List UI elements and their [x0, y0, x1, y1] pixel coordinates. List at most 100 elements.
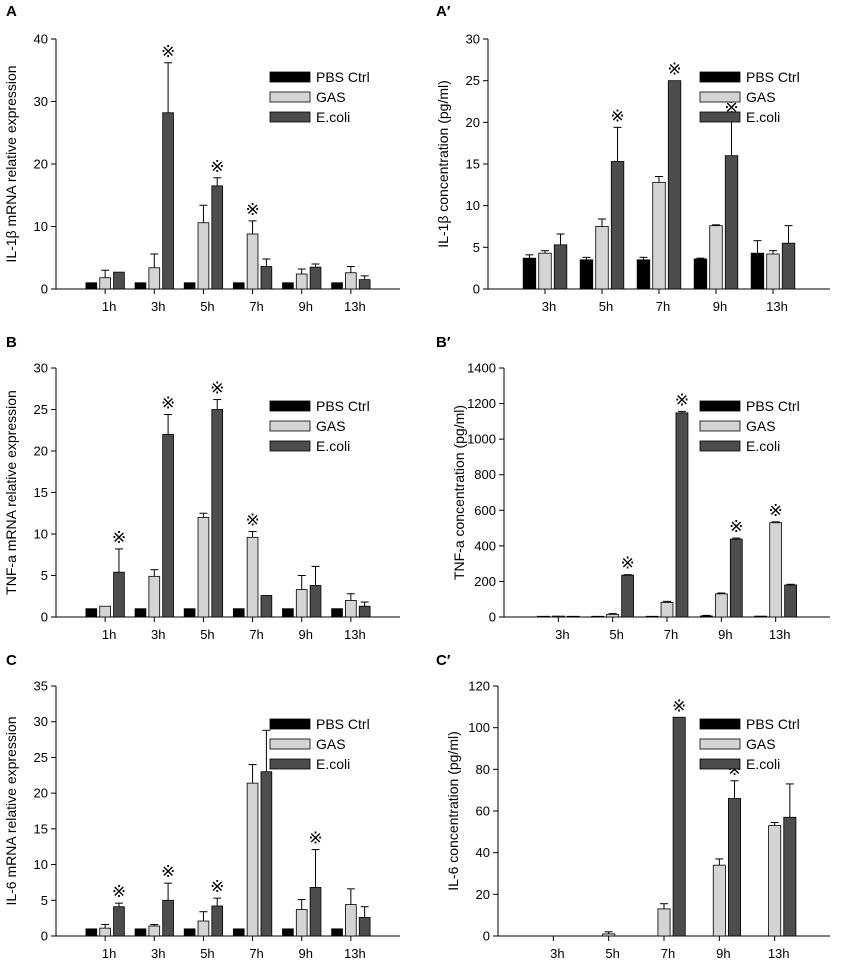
- bar: [211, 185, 224, 290]
- legend-label: E.coli: [316, 109, 350, 125]
- bar: [358, 605, 371, 618]
- x-tick-label: 7h: [249, 946, 263, 961]
- y-tick-label: 0: [41, 929, 48, 944]
- legend-label: PBS Ctrl: [316, 716, 370, 732]
- bar: [606, 613, 620, 618]
- bar: [610, 161, 625, 290]
- legend-label: E.coli: [746, 109, 780, 125]
- bar: [134, 282, 147, 290]
- y-tick-label: 0: [483, 929, 490, 944]
- significance-marker: ※: [161, 393, 175, 412]
- bar: [85, 928, 98, 937]
- bar: [724, 155, 739, 290]
- bar: [183, 928, 196, 937]
- bar: [232, 928, 245, 937]
- panel-label: C: [6, 652, 17, 669]
- y-axis-title: TNF-a mRNA relative expression: [3, 390, 19, 595]
- significance-marker: ※: [210, 877, 224, 896]
- y-tick-label: 60: [476, 804, 490, 819]
- bar: [197, 222, 210, 290]
- significance-marker: ※: [210, 157, 224, 176]
- bar: [99, 605, 111, 618]
- bar: [197, 517, 210, 618]
- significance-marker: ※: [675, 390, 689, 409]
- bar: [636, 259, 651, 290]
- bar: [211, 905, 224, 937]
- y-tick-label: 15: [34, 821, 48, 836]
- legend-swatch: [269, 400, 311, 412]
- bar: [246, 782, 259, 937]
- bar: [246, 233, 259, 290]
- bar: [211, 409, 224, 618]
- x-tick-label: 3h: [151, 627, 165, 642]
- bar: [700, 615, 713, 618]
- legend-swatch: [699, 440, 741, 452]
- bar: [621, 574, 634, 618]
- bar: [162, 112, 174, 290]
- legend-label: PBS Ctrl: [746, 69, 800, 85]
- x-tick-label: 1h: [102, 627, 116, 642]
- x-tick-label: 3h: [542, 299, 556, 314]
- y-tick-label: 40: [34, 32, 48, 47]
- bar: [345, 272, 357, 290]
- legend-swatch: [269, 440, 311, 452]
- bar: [232, 608, 245, 618]
- bar: [113, 271, 125, 290]
- bar: [579, 259, 594, 290]
- significance-marker: ※: [245, 200, 259, 219]
- legend-swatch: [699, 420, 741, 432]
- x-tick-label: 7h: [249, 299, 263, 314]
- x-tick-label: 9h: [298, 299, 312, 314]
- y-tick-label: 20: [34, 444, 48, 459]
- bar: [134, 928, 147, 937]
- bar: [728, 798, 741, 937]
- bar: [148, 267, 161, 290]
- legend-swatch: [269, 111, 311, 123]
- chart-panel-3: B′ TNF-a concentration (pg/ml) 0 200 400 600 8…: [436, 334, 830, 642]
- x-tick-label: 3h: [555, 627, 569, 642]
- bar: [714, 593, 728, 618]
- legend-swatch: [269, 91, 311, 103]
- significance-marker: ※: [112, 528, 126, 547]
- bar: [309, 585, 322, 618]
- x-tick-label: 13h: [769, 627, 791, 642]
- bar: [148, 925, 161, 937]
- y-tick-label: 30: [466, 32, 480, 47]
- bar: [85, 282, 98, 290]
- y-tick-label: 10: [34, 219, 48, 234]
- bar: [652, 181, 666, 290]
- significance-marker: ※: [672, 696, 686, 715]
- significance-marker: ※: [769, 501, 783, 520]
- bar: [768, 825, 782, 937]
- bar: [537, 615, 550, 618]
- x-tick-label: 5h: [200, 627, 214, 642]
- significance-marker: ※: [308, 829, 322, 848]
- x-tick-label: 13h: [344, 627, 366, 642]
- bar: [162, 433, 174, 618]
- significance-marker: ※: [729, 517, 743, 536]
- y-tick-label: 25: [466, 73, 480, 88]
- bar: [282, 608, 294, 618]
- panel-label: B′: [436, 334, 451, 351]
- x-tick-label: 3h: [151, 299, 165, 314]
- bar: [750, 252, 765, 290]
- y-tick-label: 15: [466, 157, 480, 172]
- bar: [309, 266, 322, 290]
- x-tick-label: 9h: [718, 627, 732, 642]
- bar: [538, 252, 552, 290]
- y-tick-label: 5: [41, 893, 48, 908]
- legend-label: PBS Ctrl: [316, 398, 370, 414]
- legend-label: GAS: [746, 418, 776, 434]
- bar: [345, 904, 357, 937]
- bar: [672, 716, 686, 937]
- y-tick-label: 0: [41, 282, 48, 297]
- x-tick-label: 9h: [298, 946, 312, 961]
- bar: [602, 933, 616, 937]
- legend-label: E.coli: [746, 438, 780, 454]
- y-tick-label: 25: [34, 750, 48, 765]
- legend-label: PBS Ctrl: [746, 398, 800, 414]
- significance-marker: ※: [161, 42, 175, 61]
- y-tick-label: 30: [34, 94, 48, 109]
- y-tick-label: 10: [34, 527, 48, 542]
- y-axis-title: IL-1β mRNA relative expression: [3, 65, 19, 262]
